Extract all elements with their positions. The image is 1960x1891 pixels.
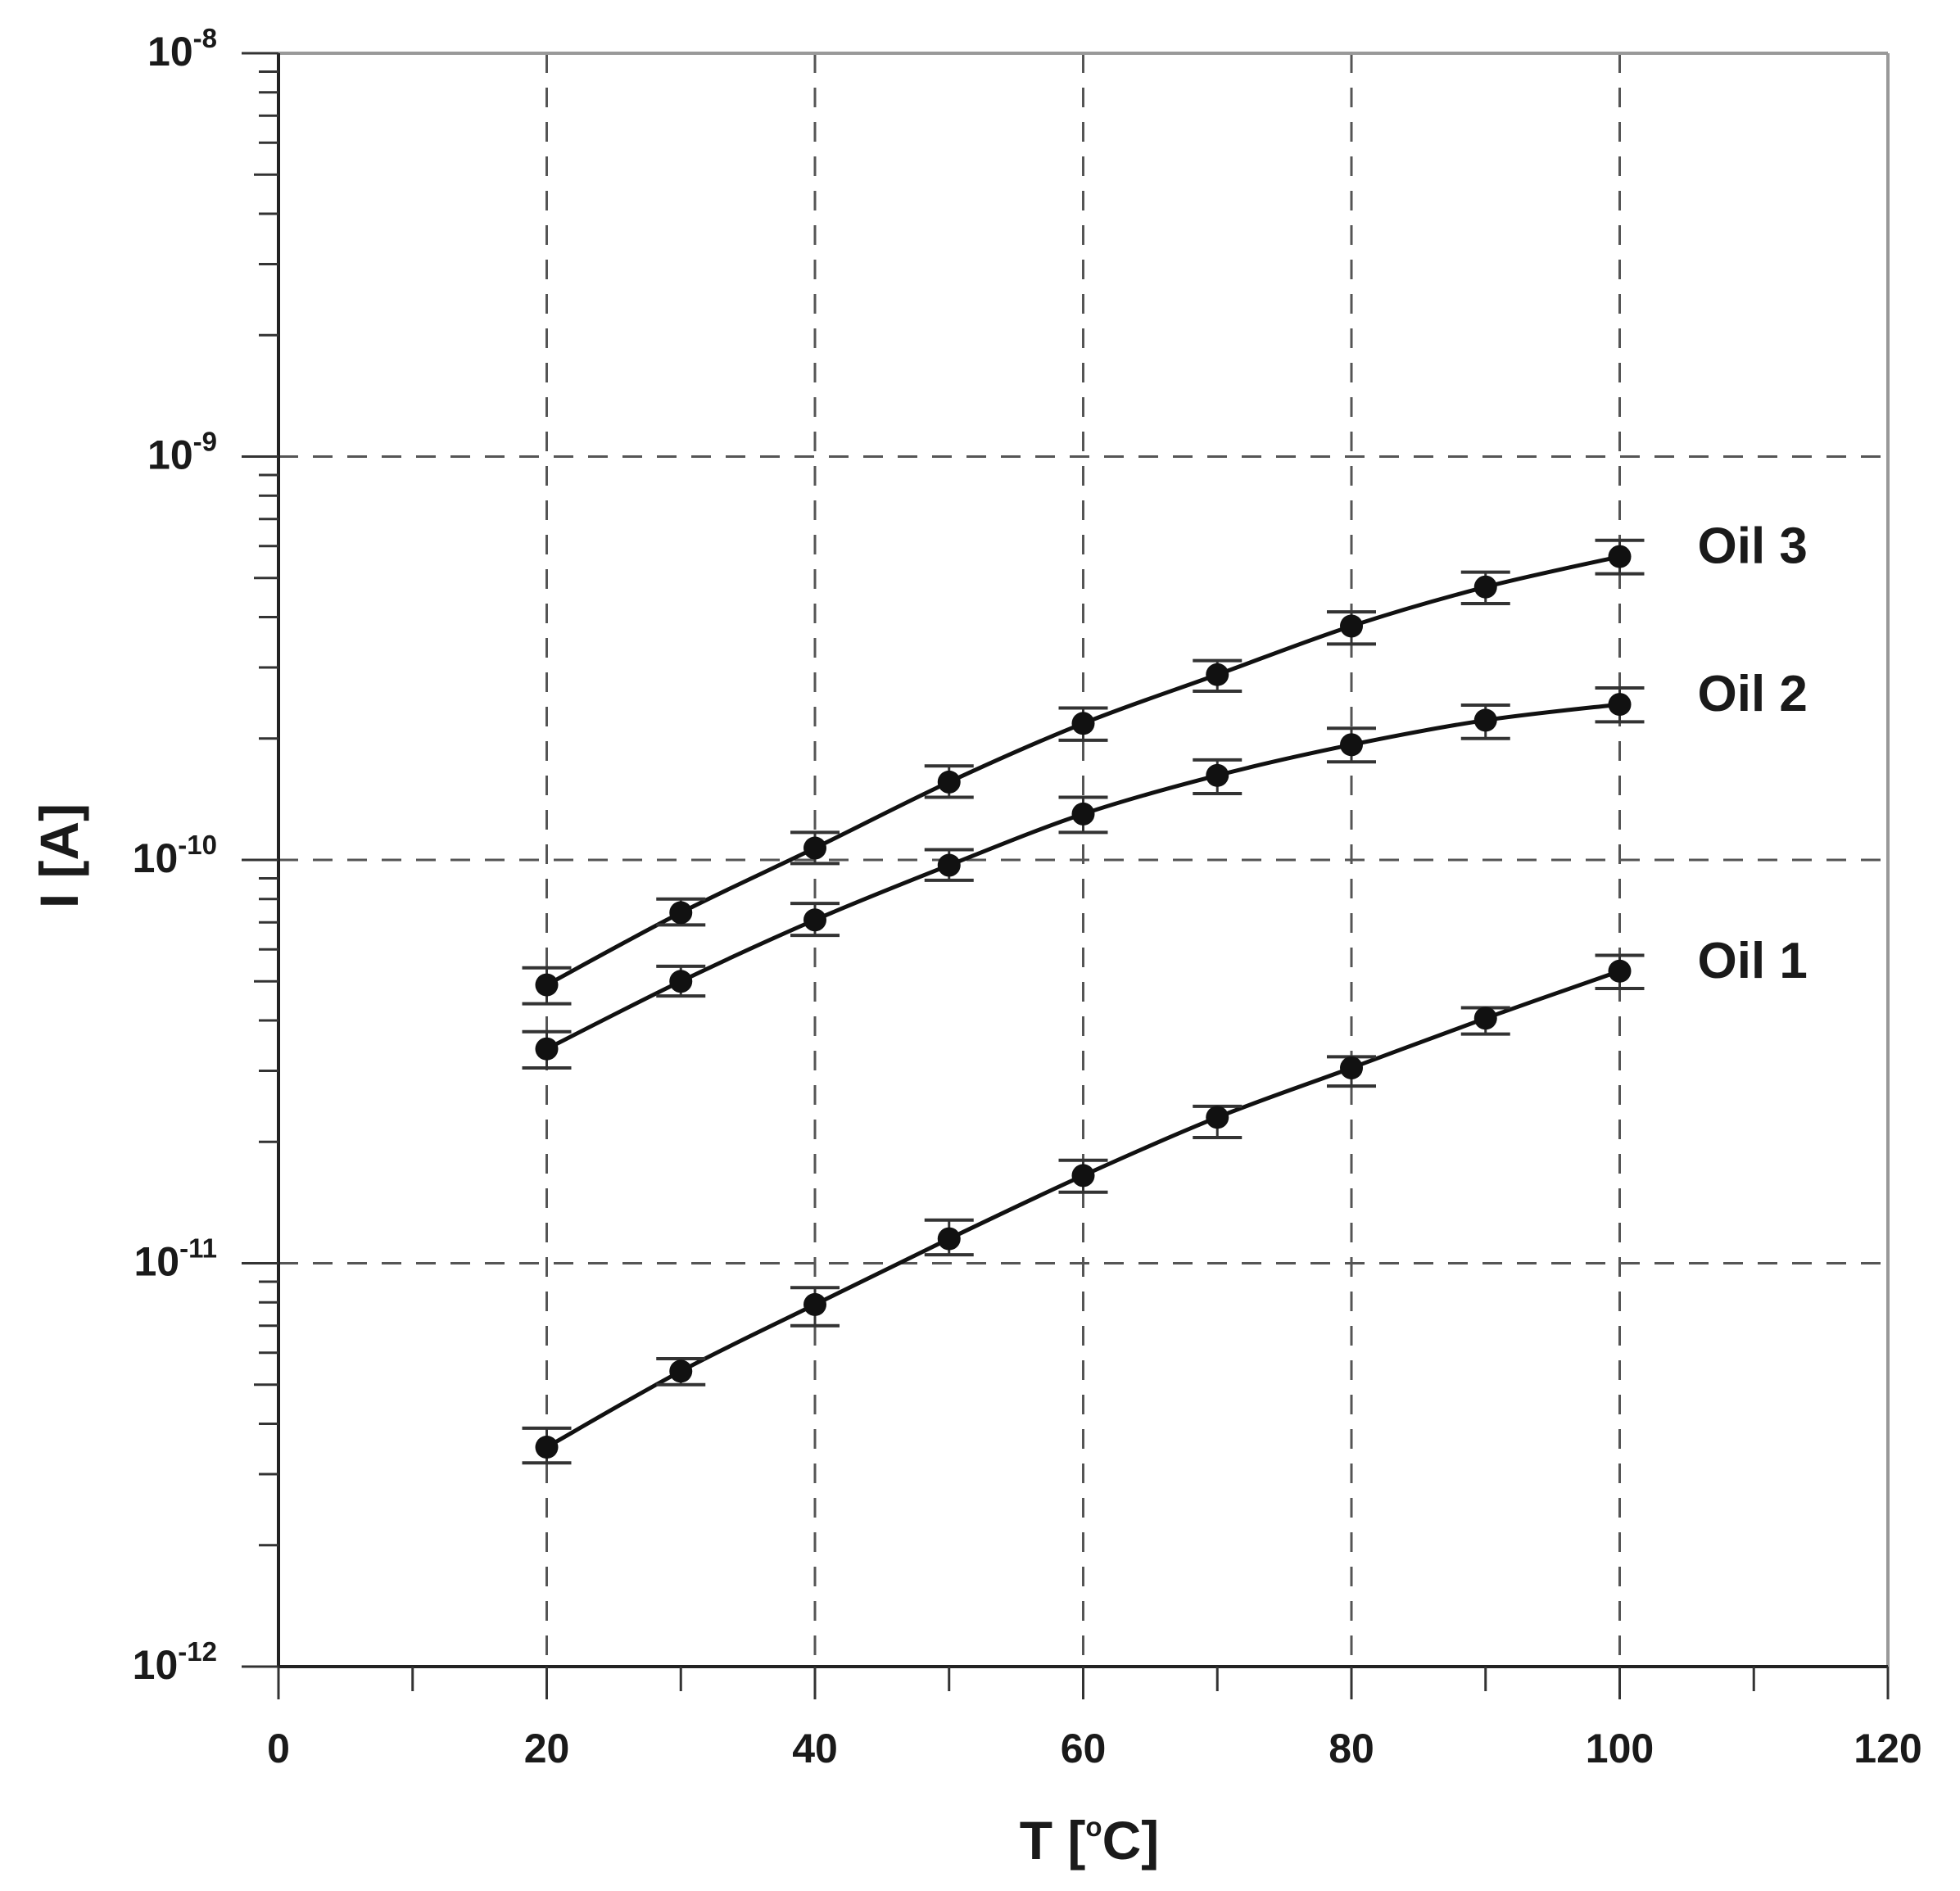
data-point bbox=[1340, 614, 1363, 638]
data-point bbox=[937, 770, 961, 794]
data-point bbox=[1608, 693, 1632, 717]
data-point bbox=[1473, 708, 1497, 732]
x-tick-label: 0 bbox=[267, 1726, 290, 1771]
x-tick-label: 100 bbox=[1586, 1726, 1654, 1771]
x-tick-label: 80 bbox=[1329, 1726, 1374, 1771]
data-point bbox=[803, 836, 826, 860]
data-point bbox=[669, 970, 693, 993]
data-point bbox=[1608, 959, 1632, 983]
series-3: Oil 3 bbox=[522, 518, 1808, 1006]
y-tick-label: 10-12 bbox=[133, 1636, 217, 1688]
data-point bbox=[669, 901, 693, 925]
data-point bbox=[535, 1037, 559, 1061]
series-label: Oil 2 bbox=[1698, 666, 1808, 722]
tick-labels: 0 20 40 60 80 100 120 10-12 10-11 10-10 10-9 10-8 bbox=[133, 23, 1922, 1771]
y-tick-label: 10-8 bbox=[147, 23, 217, 75]
data-point bbox=[1206, 1106, 1229, 1129]
series-layer: Oil 1 Oil 2 Oil 3 bbox=[522, 518, 1808, 1465]
series-label: Oil 1 bbox=[1698, 933, 1808, 989]
x-tick-label: 120 bbox=[1854, 1726, 1922, 1771]
data-point bbox=[1206, 663, 1229, 686]
data-point bbox=[937, 853, 961, 877]
y-tick-label: 10-9 bbox=[147, 427, 217, 478]
x-tick-label: 60 bbox=[1061, 1726, 1107, 1771]
x-tick-label: 40 bbox=[792, 1726, 838, 1771]
data-point bbox=[535, 1436, 559, 1459]
data-point bbox=[937, 1227, 961, 1251]
data-point bbox=[1071, 712, 1095, 735]
data-point bbox=[1340, 733, 1363, 757]
grid-lines bbox=[278, 53, 1888, 1667]
data-point bbox=[535, 973, 559, 997]
y-tick-label: 10-11 bbox=[134, 1233, 218, 1285]
series-1: Oil 1 bbox=[522, 933, 1808, 1465]
y-axis-title: I [A] bbox=[29, 803, 89, 908]
data-point bbox=[1473, 1007, 1497, 1030]
data-point bbox=[1608, 545, 1632, 568]
data-point bbox=[803, 908, 826, 932]
data-point bbox=[669, 1359, 693, 1383]
y-tick-label: 10-10 bbox=[133, 830, 217, 881]
data-point bbox=[803, 1292, 826, 1316]
series-2: Oil 2 bbox=[522, 666, 1808, 1070]
x-tick-label: 20 bbox=[524, 1726, 570, 1771]
data-point bbox=[1473, 575, 1497, 599]
series-label: Oil 3 bbox=[1698, 518, 1808, 575]
axis-ticks bbox=[242, 52, 1890, 1699]
data-point bbox=[1071, 1164, 1095, 1188]
data-point bbox=[1206, 763, 1229, 787]
data-point bbox=[1071, 802, 1095, 826]
data-point bbox=[1340, 1056, 1363, 1079]
x-axis-title: T [oC] bbox=[1020, 1810, 1159, 1871]
